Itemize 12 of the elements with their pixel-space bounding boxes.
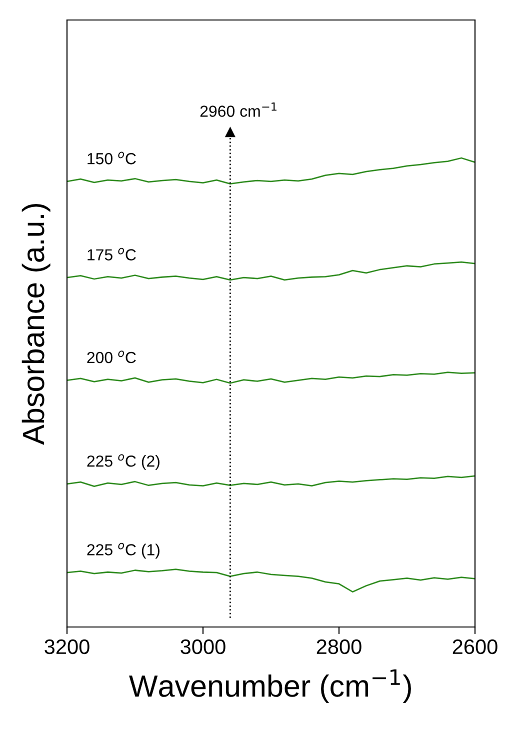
series-label: 175 $^{o}$C (88, 248, 136, 260)
x-axis-title: Wavenumber (cm$^{−1}$) (129, 669, 411, 703)
x-tick-label: 2600 (452, 639, 498, 654)
ref-line-label: 2960 cm$^{−1}$ (200, 102, 276, 117)
x-tick-label: 3000 (180, 639, 226, 654)
series-label: 225 $^{o}$C (1) (87, 542, 160, 559)
y-axis-title: Absorbance (a.u.) (22, 204, 50, 445)
series-label: 225 $^{o}$C (2) (87, 454, 160, 470)
series-label: 200 $^{o}$C (87, 350, 136, 364)
series-label: 150 $^{o}$C (88, 152, 136, 164)
x-tick-label: 2800 (316, 639, 362, 654)
x-tick-label: 3200 (44, 639, 90, 654)
